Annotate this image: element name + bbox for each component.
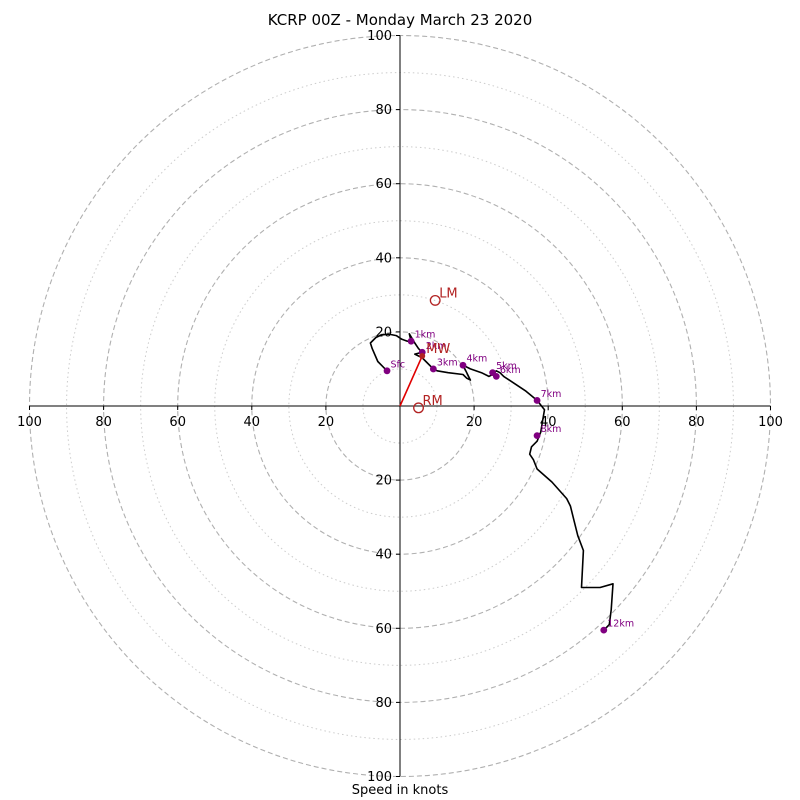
x-axis-label: Speed in knots xyxy=(351,783,449,798)
y-tick-label: 20 xyxy=(375,325,392,340)
height-label-12km: 12km xyxy=(607,619,634,630)
x-tick-label: 60 xyxy=(169,415,186,430)
y-tick-label: 100 xyxy=(367,29,392,44)
x-tick-label: 80 xyxy=(95,415,112,430)
y-tick-label: 20 xyxy=(375,474,392,489)
height-point-12km xyxy=(600,626,608,634)
rm-marker xyxy=(413,402,424,414)
x-tick-label: 40 xyxy=(244,415,261,430)
x-tick-label: 40 xyxy=(540,415,557,430)
rm-label: RM xyxy=(423,394,443,409)
height-label-sfc: Sfc xyxy=(391,359,406,370)
height-point-8km xyxy=(533,432,541,440)
x-tick-label: 60 xyxy=(614,415,631,430)
hodograph-trace xyxy=(369,332,614,631)
height-label-4km: 4km xyxy=(466,354,487,365)
lm-label: LM xyxy=(439,286,457,301)
y-tick-label: 40 xyxy=(375,548,392,563)
y-tick-label: 60 xyxy=(375,177,392,192)
y-tick-label: 40 xyxy=(375,251,392,266)
height-label-7km: 7km xyxy=(541,389,562,400)
hodograph-line xyxy=(369,332,614,631)
height-label-6km: 6km xyxy=(500,365,521,376)
y-tick-label: 100 xyxy=(367,770,392,785)
height-point-6km xyxy=(492,372,500,380)
mw-label: MW xyxy=(426,342,450,357)
height-point-3km xyxy=(429,365,437,373)
lm-marker xyxy=(429,294,441,306)
height-point-4km xyxy=(459,361,467,369)
height-label-5km: 5km xyxy=(496,361,517,372)
height-label-8km: 8km xyxy=(541,424,562,435)
height-label-2km: 2km xyxy=(426,341,447,352)
axes: 100 80 60 40 20 20 40 60 80 100 100 80 60 40 20 20 40 60 8… xyxy=(17,29,783,785)
height-label-1km: 1km xyxy=(415,330,436,341)
mw-marker xyxy=(419,352,426,359)
y-tick-label: 80 xyxy=(375,696,392,711)
height-point-sfc xyxy=(383,367,391,375)
height-label-3km: 3km xyxy=(437,357,458,368)
x-tick-label: 20 xyxy=(466,415,483,430)
y-tick-label: 60 xyxy=(375,622,392,637)
height-point-1km xyxy=(407,337,415,345)
x-tick-label: 80 xyxy=(688,415,705,430)
height-point-7km xyxy=(533,397,541,404)
x-tick-label: 100 xyxy=(17,415,42,430)
x-tick-label: 20 xyxy=(318,415,335,430)
chart-title: KCRP 00Z - Monday March 23 2020 xyxy=(267,11,533,29)
y-tick-label: 80 xyxy=(375,103,392,118)
x-tick-label: 100 xyxy=(758,415,783,430)
mean-wind-vector xyxy=(399,355,423,407)
